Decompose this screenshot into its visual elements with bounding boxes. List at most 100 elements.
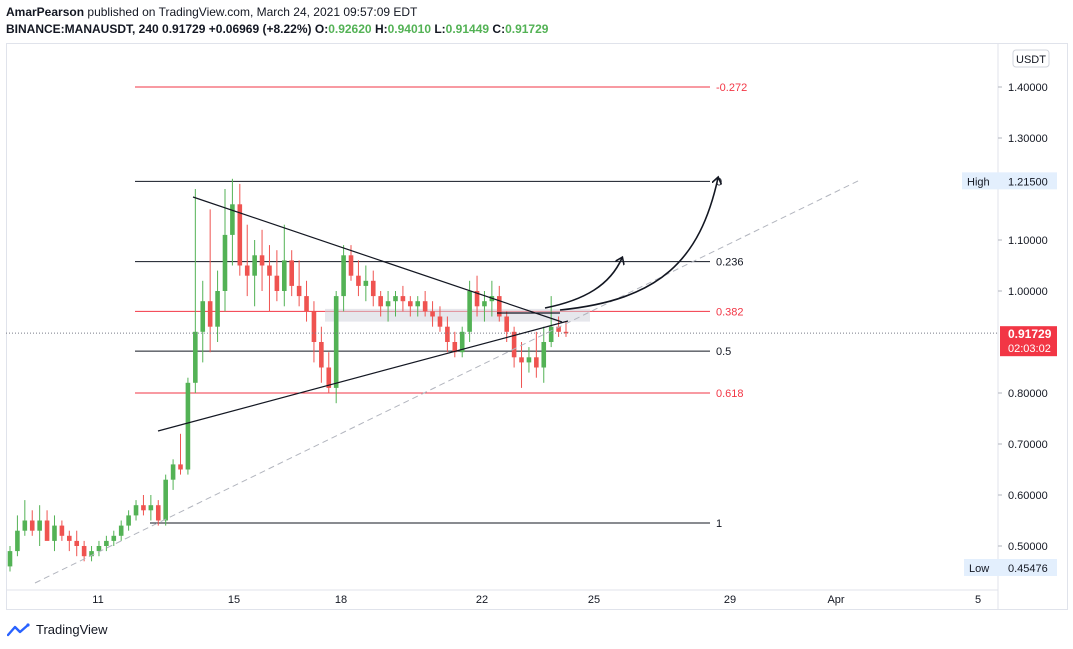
candle-body xyxy=(415,301,421,307)
y-tick-label: 0.70000 xyxy=(1008,439,1048,451)
open-label: O: xyxy=(314,22,329,36)
y-tick-label: 1.40000 xyxy=(1008,82,1048,94)
candle-body xyxy=(504,316,509,332)
y-tick-label: 1.30000 xyxy=(1008,133,1048,145)
candle-body xyxy=(422,301,428,312)
candle-body xyxy=(519,357,524,363)
fib-level-label: 0.236 xyxy=(716,257,744,269)
low-label: L: xyxy=(434,22,446,36)
y-tick-label: 0.50000 xyxy=(1008,541,1048,553)
time-axis: 11 15 18 22 25 29 Apr 5 xyxy=(92,594,981,606)
candle-body xyxy=(22,520,28,531)
price-axis: 1.40000 1.30000 1.10000 1.00000 0.80000 0.700… xyxy=(962,49,1057,576)
candle-body xyxy=(356,275,361,286)
candle-body xyxy=(326,367,332,388)
fib-level-label: 1 xyxy=(716,518,722,530)
candle-body xyxy=(104,540,109,546)
candle-body xyxy=(445,326,450,342)
candle-body xyxy=(548,326,554,342)
candle-body xyxy=(207,301,213,327)
candle-body xyxy=(133,505,139,516)
candle-body xyxy=(341,255,346,297)
last-price: 0.91729 xyxy=(162,22,206,36)
candle-body xyxy=(304,296,309,312)
candle-body xyxy=(163,479,168,521)
fib-level-label: 0.618 xyxy=(716,388,744,400)
arrow-long xyxy=(559,178,718,311)
candle-body xyxy=(96,546,102,552)
x-tick-label: Apr xyxy=(827,594,844,606)
candle-body xyxy=(467,291,472,332)
candle-body xyxy=(15,530,20,552)
candle-body xyxy=(74,540,80,546)
author-name[interactable]: AmarPearson xyxy=(6,5,85,19)
candle-body xyxy=(44,520,50,541)
candle-body xyxy=(459,331,465,353)
price-badge-countdown: 02:03:02 xyxy=(1008,343,1051,355)
candle-body xyxy=(215,291,220,327)
triangle-lower-line xyxy=(157,320,569,432)
candle-body xyxy=(126,515,131,526)
candle-body xyxy=(496,296,502,317)
high-badge xyxy=(962,172,1057,190)
candle-body xyxy=(178,464,183,470)
high-label: H: xyxy=(374,22,388,36)
y-tick-label: 1.00000 xyxy=(1008,286,1048,298)
candle-body xyxy=(526,357,532,363)
candle-body xyxy=(155,505,161,521)
candle-body xyxy=(393,296,398,302)
candle-body xyxy=(222,234,228,291)
candles xyxy=(7,178,569,572)
candle-body xyxy=(230,204,235,235)
open-value: 0.92620 xyxy=(328,22,372,36)
x-tick-label: 29 xyxy=(724,594,736,606)
symbol: BINANCE:MANAUSDT, 240 xyxy=(6,22,159,36)
low-value: 0.45476 xyxy=(1008,563,1048,575)
fib-level-label: 0.382 xyxy=(716,306,744,318)
candle-body xyxy=(534,357,539,368)
currency-box[interactable] xyxy=(1012,49,1050,68)
candle-body xyxy=(141,505,146,511)
x-tick-label: 5 xyxy=(975,594,981,606)
x-tick-label: 25 xyxy=(588,594,600,606)
candle-body xyxy=(289,260,295,286)
candle-body xyxy=(474,291,480,307)
x-tick-label: 18 xyxy=(335,594,347,606)
candle-body xyxy=(430,311,435,317)
candle-body xyxy=(452,342,458,353)
candle-body xyxy=(482,301,487,307)
close-label: C: xyxy=(492,22,506,36)
candle-body xyxy=(59,525,65,536)
candle-body xyxy=(296,285,302,297)
candle-body xyxy=(333,296,339,388)
arrow-short xyxy=(544,258,622,309)
tradingview-brand: TradingView xyxy=(36,622,108,637)
low-label: Low xyxy=(969,563,989,575)
published-text: published on TradingView.com, March 24, … xyxy=(87,5,418,19)
price-badge xyxy=(1000,326,1057,357)
candle-body xyxy=(311,311,317,342)
fib-level-label: -0.272 xyxy=(716,82,747,94)
candle-body xyxy=(200,301,206,332)
candle-body xyxy=(274,275,280,291)
candle-body xyxy=(111,535,117,541)
candle-body xyxy=(319,342,324,368)
tradingview-icon xyxy=(7,622,30,636)
y-tick-label: 0.60000 xyxy=(1008,490,1048,502)
y-tick-label: 1.10000 xyxy=(1008,235,1048,247)
candle-body xyxy=(89,551,94,557)
candle-body xyxy=(118,525,124,536)
candle-body xyxy=(170,464,176,480)
candle-body xyxy=(556,326,561,332)
high-value: 1.21500 xyxy=(1008,176,1048,188)
candle-body xyxy=(511,331,517,358)
symbol-line: BINANCE:MANAUSDT, 240 0.91729 +0.06969 (… xyxy=(6,22,548,36)
tradingview-logo[interactable]: TradingView xyxy=(7,622,108,637)
candle-body xyxy=(81,546,87,557)
candle-body xyxy=(437,316,443,327)
candle-body xyxy=(267,265,272,276)
candle-body xyxy=(400,296,406,302)
candle-body xyxy=(378,296,383,307)
